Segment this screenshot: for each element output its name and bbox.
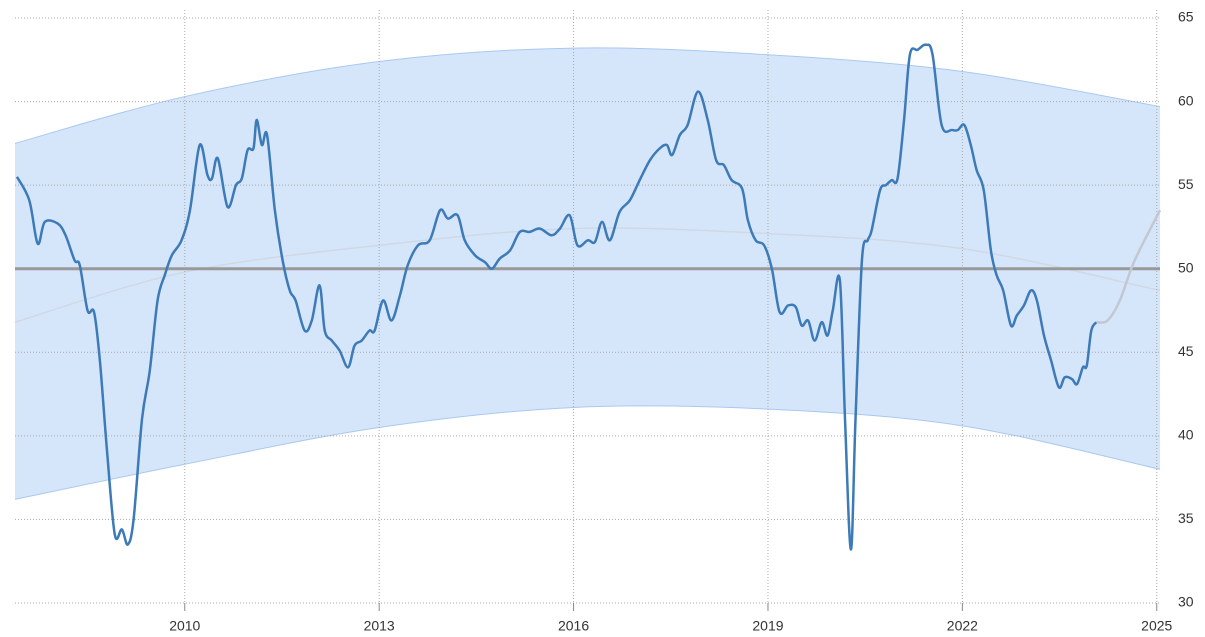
y-tick-label: 40: [1178, 427, 1194, 443]
y-tick-label: 35: [1178, 510, 1194, 526]
x-tick-label: 2025: [1141, 618, 1172, 634]
data-line: [1096, 209, 1162, 324]
x-tick-label: 2013: [364, 618, 395, 634]
y-tick-label: 55: [1178, 176, 1194, 192]
band-edge: [14, 405, 1161, 500]
forecast-band: [15, 47, 1160, 500]
y-tick-label: 30: [1178, 594, 1194, 610]
y-tick-label: 45: [1178, 343, 1194, 359]
x-tick-label: 2016: [558, 618, 589, 634]
y-tick-label: 65: [1178, 9, 1194, 25]
band-edge: [14, 47, 1161, 144]
data-line: [15, 43, 1098, 551]
x-tick-label: 2022: [947, 618, 978, 634]
y-tick-label: 60: [1178, 92, 1194, 108]
x-tick-label: 2010: [169, 618, 200, 634]
x-tick-label: 2019: [752, 618, 783, 634]
y-tick-label: 50: [1178, 259, 1194, 275]
